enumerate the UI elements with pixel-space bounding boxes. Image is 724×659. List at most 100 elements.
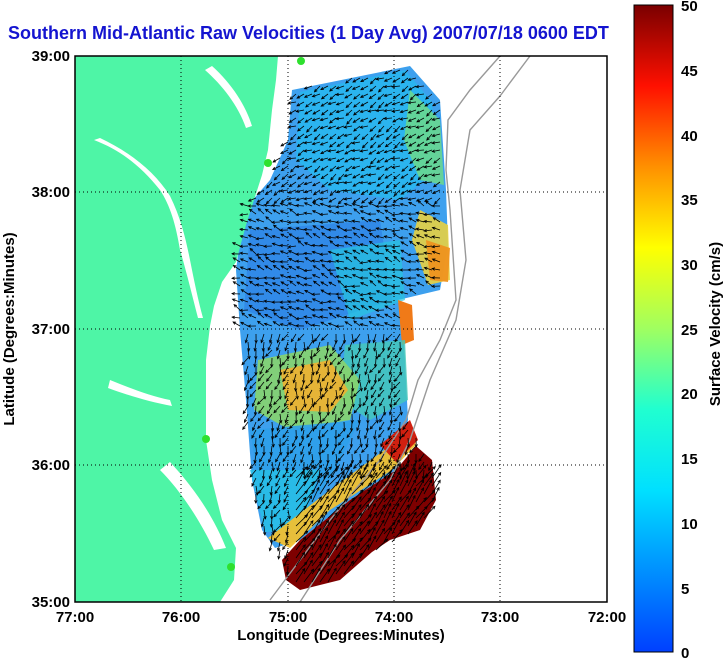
- velocity-arrow: [248, 218, 257, 223]
- velocity-arrow: [312, 109, 321, 115]
- velocity-arrow-head: [257, 425, 261, 430]
- velocity-arrow-head: [321, 377, 326, 382]
- velocity-arrow: [408, 77, 417, 81]
- velocity-arrow-head: [289, 208, 293, 212]
- velocity-arrow: [233, 281, 241, 287]
- velocity-arrow: [305, 257, 313, 263]
- velocity-arrow: [280, 141, 289, 147]
- velocity-arrow: [255, 437, 257, 448]
- velocity-arrow-head: [282, 434, 286, 439]
- velocity-arrow-head: [279, 189, 284, 193]
- velocity-arrow-head: [309, 511, 314, 516]
- velocity-arrow: [369, 93, 377, 99]
- velocity-arrow-head: [271, 531, 275, 536]
- velocity-arrow-head: [328, 199, 333, 203]
- velocity-arrow-head: [415, 274, 420, 278]
- velocity-arrow-head: [319, 259, 324, 263]
- velocity-arrow: [262, 341, 265, 352]
- velocity-arrow-head: [330, 474, 335, 479]
- velocity-arrow-head: [383, 292, 387, 296]
- velocity-arrow-head: [255, 202, 260, 206]
- velocity-arrow: [320, 189, 329, 194]
- velocity-arrow-head: [407, 189, 412, 193]
- velocity-arrow-head: [368, 296, 373, 300]
- velocity-arrow: [304, 85, 313, 90]
- velocity-arrow: [376, 274, 385, 279]
- velocity-arrow: [307, 461, 313, 470]
- velocity-arrow: [296, 227, 305, 231]
- velocity-arrow: [407, 463, 416, 479]
- velocity-arrow-head: [412, 494, 416, 499]
- velocity-arrow-head: [262, 452, 266, 456]
- velocity-arrow: [306, 125, 313, 133]
- colorbar-tick-label: 50: [681, 0, 698, 15]
- velocity-arrow-head: [263, 252, 268, 257]
- velocity-arrow: [321, 264, 329, 271]
- velocity-arrow: [296, 109, 305, 112]
- velocity-arrow: [376, 252, 385, 255]
- velocity-arrow-head: [325, 479, 330, 484]
- velocity-arrow-head: [304, 119, 309, 123]
- velocity-arrow: [424, 149, 433, 154]
- velocity-arrow: [400, 220, 409, 223]
- velocity-arrow: [265, 381, 273, 390]
- velocity-arrow-head: [431, 141, 436, 145]
- velocity-arrow-head: [364, 371, 368, 376]
- velocity-arrow: [337, 141, 345, 147]
- velocity-arrow: [295, 471, 304, 487]
- velocity-arrow-head: [250, 418, 254, 423]
- velocity-arrow-head: [369, 104, 374, 109]
- velocity-arrow: [304, 202, 313, 207]
- velocity-arrow-head: [383, 475, 387, 480]
- velocity-arrow-head: [335, 166, 340, 170]
- velocity-arrow: [288, 141, 297, 145]
- colorbar-label: Surface Velocity (cm/s): [707, 242, 724, 406]
- velocity-arrow-head: [325, 495, 329, 500]
- velocity-arrow-head: [279, 451, 283, 456]
- velocity-arrow: [373, 333, 377, 343]
- velocity-arrow-head: [369, 248, 374, 252]
- velocity-arrow-head: [349, 471, 353, 476]
- velocity-arrow-head: [303, 202, 308, 206]
- velocity-arrow: [402, 133, 409, 140]
- velocity-arrow-head: [345, 80, 349, 84]
- velocity-arrow-head: [279, 202, 284, 206]
- velocity-arrow: [407, 520, 418, 535]
- velocity-arrow-head: [335, 395, 339, 400]
- velocity-arrow-head: [335, 190, 340, 194]
- velocity-arrow-head: [301, 395, 305, 400]
- velocity-arrow: [424, 267, 433, 271]
- velocity-arrow: [360, 323, 369, 327]
- velocity-arrow-head: [311, 459, 315, 464]
- velocity-arrow: [297, 141, 305, 147]
- velocity-arrow-head: [329, 88, 333, 92]
- velocity-arrow-head: [274, 386, 278, 391]
- velocity-arrow: [293, 349, 297, 359]
- velocity-arrow: [360, 93, 369, 98]
- velocity-arrow-head: [379, 459, 383, 463]
- velocity-arrow-head: [405, 479, 409, 484]
- velocity-arrow-head: [302, 544, 306, 548]
- velocity-arrow: [393, 233, 401, 239]
- velocity-arrow: [233, 304, 241, 311]
- velocity-arrow: [422, 469, 425, 480]
- velocity-arrow-head: [384, 167, 389, 171]
- velocity-arrow: [337, 429, 345, 437]
- velocity-arrow-head: [436, 486, 440, 491]
- velocity-arrow: [320, 85, 329, 90]
- velocity-arrow-head: [433, 200, 438, 205]
- velocity-arrow: [369, 197, 377, 204]
- velocity-arrow: [425, 157, 433, 164]
- velocity-arrow-head: [367, 165, 372, 169]
- velocity-arrow: [433, 181, 441, 188]
- pamlico-sound: [160, 462, 226, 550]
- velocity-arrow: [379, 421, 385, 430]
- delaware-bay: [205, 66, 252, 128]
- velocity-arrow: [269, 397, 273, 407]
- velocity-arrow: [278, 549, 281, 559]
- velocity-arrow-head: [294, 411, 299, 416]
- velocity-arrow: [353, 320, 361, 327]
- velocity-arrow: [247, 397, 249, 408]
- velocity-arrow: [319, 480, 329, 495]
- velocity-arrow: [281, 357, 289, 366]
